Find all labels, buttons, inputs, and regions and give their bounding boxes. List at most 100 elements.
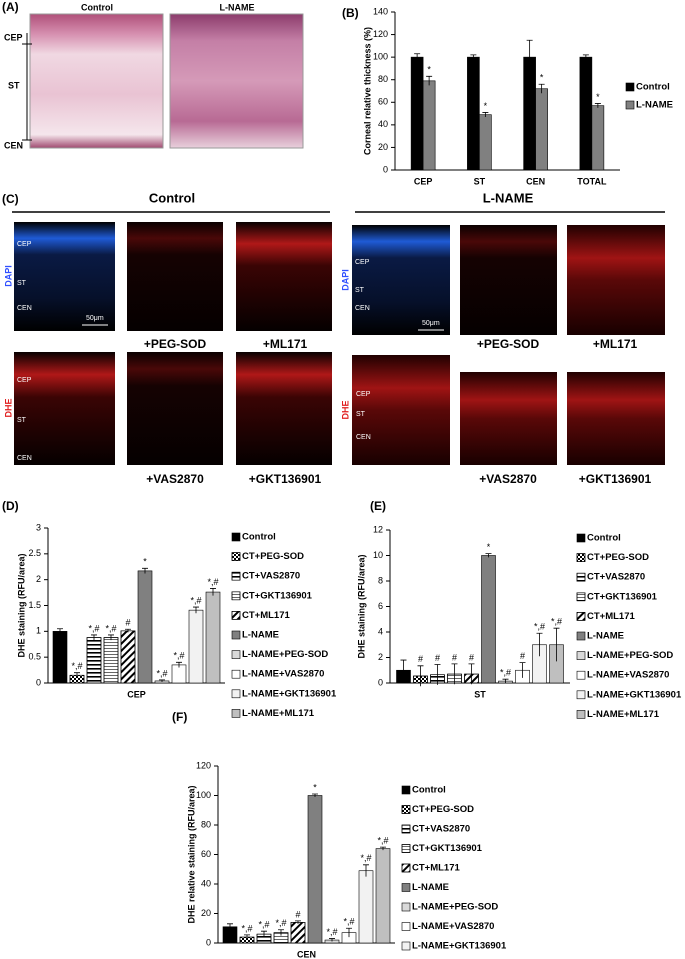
panel-label: (E) [370,499,386,513]
legend-pattern [401,805,411,814]
dhe-image [460,225,557,335]
panel-label: (D) [2,499,19,513]
bar [137,570,153,684]
error-bar [346,927,352,938]
legend-swatch [576,670,586,680]
legend-swatch [401,902,411,912]
bar [188,609,204,684]
y-axis-title: DHE staining (RFU/area) [16,553,26,657]
legend-label: Control [412,785,446,796]
bar [481,555,496,684]
y-tick-label: 0 [206,937,211,947]
y-tick-label: 0 [36,677,41,687]
legend-pattern [231,611,241,620]
legend-label: L-NAME+GKT136901 [412,941,507,952]
error-bar [193,606,199,614]
legend-swatch [231,669,241,679]
significance-label: # [295,909,300,919]
scale-label: 50μm [422,320,440,327]
error-bar [363,864,369,877]
error-bar [470,54,477,60]
layer-label: ST [17,280,27,287]
y-tick-label: 120 [196,760,211,770]
y-tick-label: 2 [378,652,383,662]
dhe-image [236,222,332,331]
y-tick-label: 140 [373,6,388,16]
significance-label: *,# [275,918,286,928]
legend-swatch [401,883,411,892]
legend-pattern [231,571,241,581]
legend-label: CT+ML171 [242,610,290,621]
error-bar [417,665,424,687]
bar [535,88,548,171]
legend-label: CT+VAS2870 [412,824,470,835]
significance-label: *,# [343,917,354,927]
significance-label: # [125,618,130,628]
error-bar [482,112,489,117]
dhe-image [236,352,332,465]
error-bar [159,679,165,682]
y-tick-label: 0.5 [28,652,41,662]
legend-pattern [231,552,241,561]
legend-swatch [231,709,241,718]
stain-label: DHE [340,400,350,419]
y-tick-label: 1.5 [28,600,41,610]
layer-label: CEP [17,377,32,384]
legend-label: CT+VAS2870 [587,572,645,583]
error-bar [91,634,97,641]
error-bar [312,793,318,797]
error-bar [210,588,216,596]
significance-label: *,# [377,836,388,846]
layer-label: CEN [4,140,23,150]
dhe-image [567,225,665,335]
significance-label: * [596,92,600,102]
bar [375,848,391,944]
significance-label: *,# [534,622,545,632]
error-bar [227,923,233,930]
legend-swatch [625,100,635,110]
panel-label: (A) [2,0,19,14]
bar [579,56,593,171]
significance-label: * [487,542,491,552]
significance-label: # [452,652,457,662]
y-axis-title: DHE staining (RFU/area) [356,554,366,658]
legend-swatch [231,650,241,659]
bar [479,114,492,171]
error-bar [244,934,250,940]
legend-pattern [401,824,411,834]
significance-label: *,# [156,668,167,678]
legend-swatch [401,785,411,795]
legend-label: L-NAME [412,882,449,893]
histology-image [29,13,164,149]
layer-label: CEP [4,32,23,42]
significance-label: # [435,653,440,663]
significance-label: *,# [207,577,218,587]
significance-label: *,# [241,923,252,933]
legend-label: L-NAME+PEG-SOD [412,902,498,913]
dhe-image [127,352,223,465]
error-bar [553,627,560,662]
y-tick-label: 4 [378,626,383,636]
significance-label: # [469,652,474,662]
layer-label: CEN [17,455,32,462]
micrographs [14,222,665,465]
y-tick-label: 1 [36,626,41,636]
layer-label: ST [355,287,365,294]
x-tick-label: CEP [127,689,146,699]
bar [591,105,605,171]
stain-label: DAPI [340,269,350,291]
group-label: L-NAME [483,190,534,205]
y-tick-label: 10 [373,550,383,560]
error-bar [380,846,386,851]
bar-pattern [120,630,136,684]
x-tick-label: CEN [297,949,316,959]
y-tick-label: 80 [201,819,211,829]
bar [422,80,436,171]
bar [467,56,480,171]
layer-label: CEN [356,434,371,441]
bar [307,795,323,944]
legend-label: CT+PEG-SOD [412,804,474,815]
legend-label: L-NAME+VAS2870 [412,921,494,932]
legend-label: CT+PEG-SOD [587,552,649,563]
error-bar [434,664,441,685]
